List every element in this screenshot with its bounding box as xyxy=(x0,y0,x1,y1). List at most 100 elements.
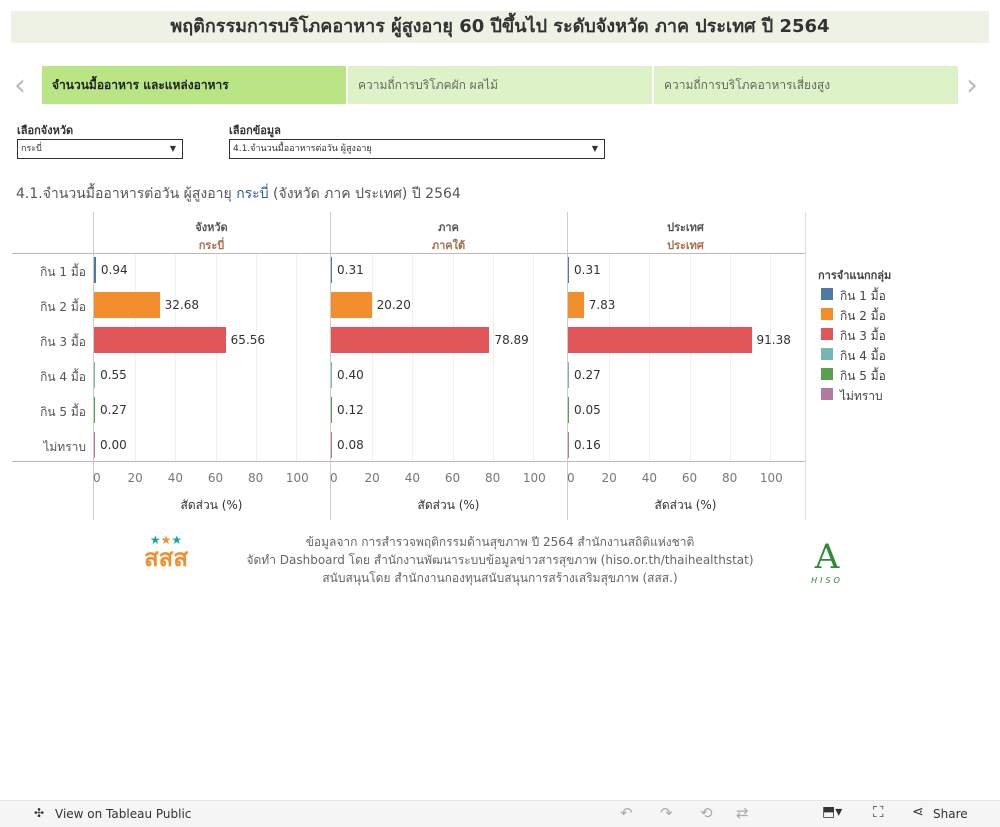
category-label: ไม่ทราบ xyxy=(43,440,86,454)
footer-line: จัดทำ Dashboard โดย สำนักงานพัฒนาระบบข้อ… xyxy=(246,553,754,567)
legend-swatch xyxy=(821,288,833,300)
panel-subheader: ภาคใต้ xyxy=(431,239,466,252)
bar xyxy=(331,327,490,353)
bar-value-label: 0.31 xyxy=(337,263,364,277)
undo-icon[interactable]: ↶ xyxy=(620,804,633,822)
x-tick-label: 60 xyxy=(444,471,461,485)
bar xyxy=(568,397,569,423)
bar xyxy=(568,257,569,283)
bar-value-label: 0.55 xyxy=(100,368,127,382)
legend-swatch xyxy=(821,368,833,380)
bar-value-label: 78.89 xyxy=(494,333,529,347)
bar xyxy=(94,397,95,423)
bar xyxy=(331,292,372,318)
footer-line: สนับสนุนโดย สำนักงานกองทุนสนับสนุนการสร้… xyxy=(322,571,678,585)
revert-icon[interactable]: ⟲ xyxy=(700,804,713,822)
bar xyxy=(331,397,332,423)
x-tick-label: 60 xyxy=(207,471,224,485)
tab-risky-food[interactable]: ความถี่การบริโภคอาหารเสี่ยงสูง xyxy=(654,66,958,104)
gridline xyxy=(769,254,771,461)
chevron-down-icon: ▼ xyxy=(169,144,176,153)
bar-value-label: 0.94 xyxy=(100,263,128,277)
x-tick-label: 80 xyxy=(485,471,501,485)
bar xyxy=(568,362,569,388)
x-tick-label: 20 xyxy=(364,471,380,485)
redo-icon[interactable]: ↷ xyxy=(660,804,673,822)
category-label: กิน 4 มื้อ xyxy=(40,370,86,384)
axis-line xyxy=(12,461,805,462)
bar-value-label: 0.08 xyxy=(337,438,364,452)
prev-tab-arrow-icon[interactable]: ‹ xyxy=(14,68,26,103)
bar-chart: จังหวัดกระบี่ 0 20 40 60 80 100 สัดส่วน (%) 0.94… xyxy=(12,212,892,520)
gridline xyxy=(452,254,454,461)
x-tick-label: 80 xyxy=(722,471,738,485)
bar xyxy=(94,362,96,388)
bar xyxy=(94,432,95,458)
bar-value-label: 7.83 xyxy=(588,298,616,312)
gridline xyxy=(729,254,731,461)
gridline xyxy=(135,254,137,461)
chart-subtitle: 4.1.จำนวนมื้ออาหารต่อวัน ผู้สูงอายุ กระบ… xyxy=(16,186,461,202)
bar-value-label: 0.12 xyxy=(337,403,364,417)
x-tick-label: 20 xyxy=(127,471,143,485)
panel-divider xyxy=(93,212,94,520)
hiso-logo: A HISO xyxy=(811,537,843,585)
panel-divider xyxy=(330,212,331,520)
gridline xyxy=(492,254,494,461)
tableau-icon: ✣ xyxy=(34,806,45,820)
legend-item: กิน 4 มื้อ xyxy=(840,349,886,363)
footer-line: ข้อมูลจาก การสำรวจพฤติกรรมด้านสุขภาพ ปี … xyxy=(305,535,695,549)
tab-vegetables[interactable]: ความถี่การบริโภคผัก ผลไม้ xyxy=(348,66,652,104)
bar xyxy=(94,327,226,353)
download-icon[interactable]: ⬒▾ xyxy=(822,804,843,820)
x-tick-label: 40 xyxy=(167,471,183,485)
view-on-tableau-link[interactable]: View on Tableau Public xyxy=(55,807,192,821)
bar-value-label: 65.56 xyxy=(230,333,266,347)
category-label: กิน 3 มื้อ xyxy=(40,335,86,349)
category-label: กิน 2 มื้อ xyxy=(40,300,86,314)
tableau-toolbar: ✣ View on Tableau Public ↶ ↷ ⟲ ⇄ ⬒▾ ⛶ ⋖ … xyxy=(0,800,1000,827)
x-tick-label: 0 xyxy=(93,471,101,485)
bar xyxy=(331,257,332,283)
bar-value-label: 20.20 xyxy=(376,298,411,312)
data-select-value: 4.1.จำนวนมื้ออาหารต่อวัน ผู้สูงอายุ xyxy=(233,144,372,154)
share-icon[interactable]: ⋖ xyxy=(912,804,924,820)
panel-border xyxy=(805,212,806,520)
panel-header: จังหวัด xyxy=(195,221,228,234)
bar xyxy=(331,432,332,458)
chevron-down-icon: ▼ xyxy=(591,144,598,153)
x-tick-label: 0 xyxy=(330,471,338,485)
bar-value-label: 91.38 xyxy=(756,333,791,347)
x-tick-label: 0 xyxy=(567,471,575,485)
fullscreen-icon[interactable]: ⛶ xyxy=(873,803,884,821)
refresh-icon[interactable]: ⇄ xyxy=(736,804,749,822)
province-select[interactable]: กระบี่ ▼ xyxy=(17,139,183,159)
legend-item: ไม่ทราบ xyxy=(840,389,883,403)
thaihealth-logo: ★★★ สสส xyxy=(144,533,188,572)
panel-subheader: กระบี่ xyxy=(198,239,225,252)
x-tick-label: 100 xyxy=(522,471,546,485)
legend-item: กิน 2 มื้อ xyxy=(840,309,886,323)
footer-credits: ข้อมูลจาก การสำรวจพฤติกรรมด้านสุขภาพ ปี … xyxy=(200,533,800,587)
legend-title: การจำแนกกลุ่ม xyxy=(818,269,892,282)
data-select[interactable]: 4.1.จำนวนมื้ออาหารต่อวัน ผู้สูงอายุ ▼ xyxy=(229,139,605,159)
dashboard-title: พฤติกรรมการบริโภคอาหาร ผู้สูงอายุ 60 ปีข… xyxy=(11,11,989,43)
gridline xyxy=(175,254,177,461)
bar xyxy=(94,257,96,283)
legend-item: กิน 1 มื้อ xyxy=(840,289,886,303)
tab-meals[interactable]: จำนวนมื้ออาหาร และแหล่งอาหาร xyxy=(42,66,346,104)
legend-swatch xyxy=(821,348,833,360)
gridline xyxy=(649,254,651,461)
x-tick-label: 60 xyxy=(681,471,698,485)
bar-value-label: 0.16 xyxy=(574,438,601,452)
data-filter-label: เลือกข้อมูล xyxy=(229,124,281,137)
x-axis-title: สัดส่วน (%) xyxy=(654,498,717,512)
next-tab-arrow-icon[interactable]: › xyxy=(966,68,978,103)
share-button[interactable]: Share xyxy=(933,807,968,821)
x-tick-label: 80 xyxy=(248,471,264,485)
category-label: กิน 1 มื้อ xyxy=(40,265,86,279)
legend-swatch xyxy=(821,308,833,320)
bar-value-label: 0.05 xyxy=(574,403,601,417)
bar xyxy=(568,432,569,458)
gridline xyxy=(532,254,534,461)
